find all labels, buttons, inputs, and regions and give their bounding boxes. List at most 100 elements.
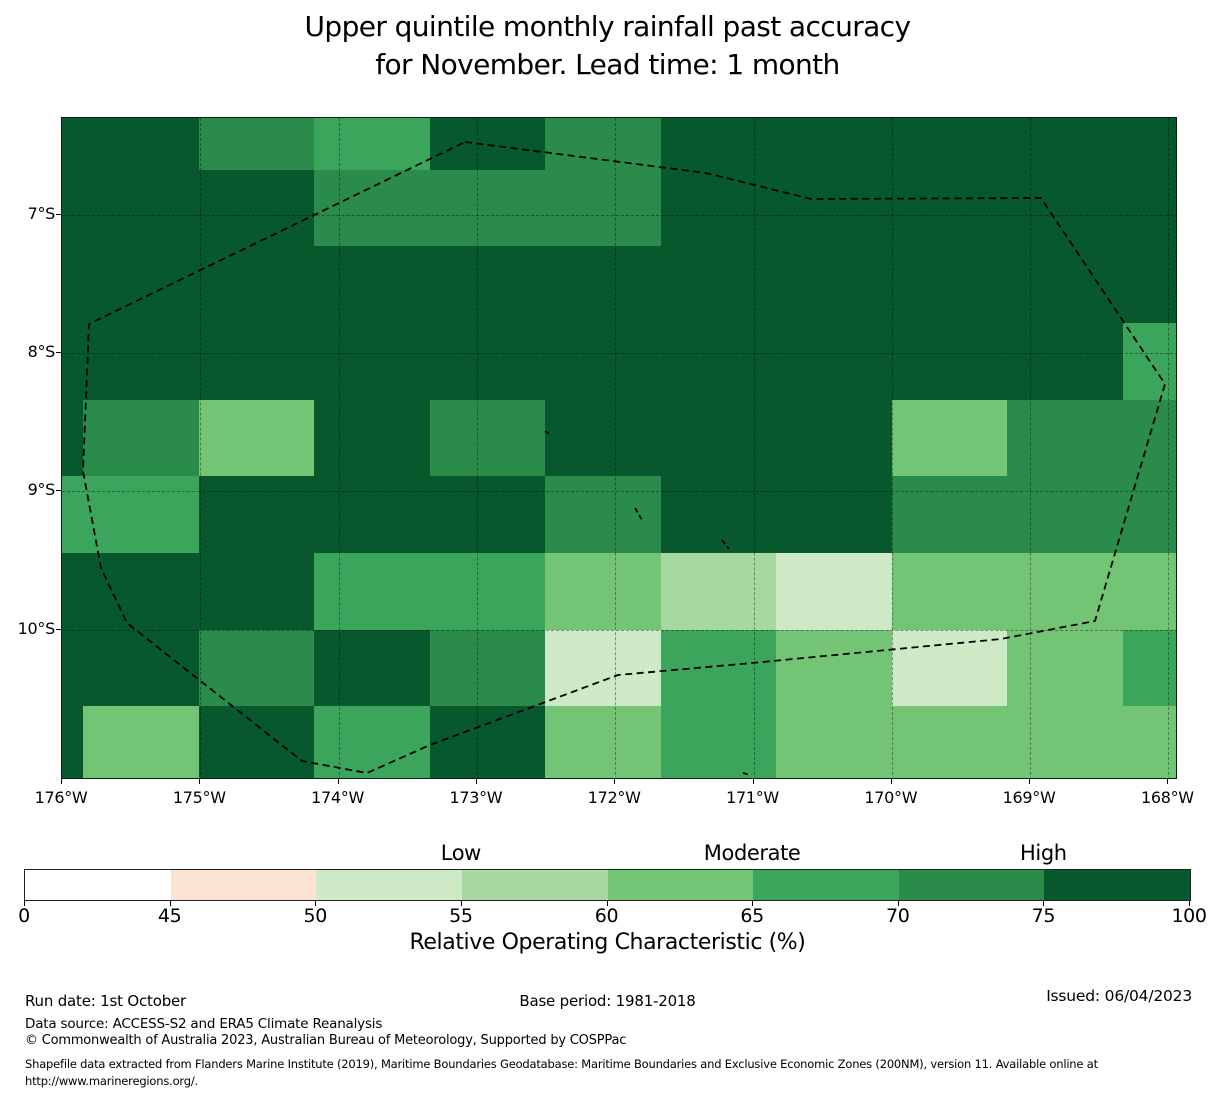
colorbar-axis-label: Relative Operating Characteristic (%)	[409, 930, 806, 955]
colorbar-segment	[607, 870, 754, 900]
heatmap-cell	[429, 118, 546, 170]
heatmap-cell	[83, 629, 199, 707]
y-tick-mark	[56, 352, 61, 353]
heatmap-cell	[891, 476, 1008, 553]
heatmap-cell	[660, 169, 777, 247]
colorbar-segment	[1044, 870, 1190, 900]
y-tick-label: 10°S	[17, 618, 56, 638]
heatmap-cell	[429, 476, 546, 553]
colorbar-category-label: High	[1020, 841, 1067, 865]
y-tick-label: 9°S	[27, 480, 56, 500]
heatmap-cell	[1007, 629, 1123, 707]
x-tick-label: 169°W	[1002, 788, 1056, 807]
heatmap-cell	[314, 169, 430, 247]
y-tick-mark	[56, 628, 61, 630]
colorbar-segment	[753, 870, 899, 900]
heatmap-cell	[62, 169, 84, 247]
x-tick-mark	[1167, 779, 1169, 784]
colorbar-segment	[898, 870, 1045, 900]
colorbar-tick-label: 100	[1171, 905, 1207, 927]
heatmap-cell	[62, 246, 84, 323]
latitude-gridline	[62, 214, 1176, 216]
colorbar-segment	[170, 870, 317, 900]
colorbar-segment	[461, 870, 608, 900]
heatmap-cell	[429, 246, 546, 323]
colorbar-segment	[25, 870, 171, 900]
heatmap-cell	[1122, 553, 1176, 630]
x-tick-mark	[199, 779, 201, 784]
heatmap-cell	[776, 553, 892, 630]
heatmap-cell	[776, 399, 892, 477]
heatmap-cell	[776, 169, 892, 247]
longitude-gridline	[753, 118, 755, 778]
colorbar-tick-label: 55	[449, 905, 473, 927]
footer-shapefile-attribution-line1: Shapefile data extracted from Flanders M…	[25, 1057, 1098, 1071]
heatmap-cell	[1007, 399, 1123, 477]
heatmap-cell	[1122, 629, 1176, 707]
heatmap-cell	[776, 476, 892, 553]
x-tick-label: 176°W	[34, 788, 88, 807]
footer-base-period: Base period: 1981-2018	[519, 992, 696, 1010]
heatmap-cell	[545, 118, 661, 170]
heatmap-cell	[1122, 399, 1176, 477]
heatmap-cell	[545, 476, 661, 553]
heatmap-cell	[545, 246, 661, 323]
heatmap-cell	[429, 169, 546, 247]
heatmap-cell	[314, 706, 430, 778]
longitude-gridline	[615, 118, 617, 778]
heatmap-cell	[314, 399, 430, 477]
heatmap-cell	[198, 323, 315, 400]
heatmap-cell	[429, 553, 546, 630]
heatmap-cell	[198, 246, 315, 323]
heatmap-cell	[314, 629, 430, 707]
heatmap-cell	[660, 553, 777, 630]
latitude-gridline	[62, 353, 1176, 354]
colorbar-tick-mark	[752, 901, 754, 906]
colorbar-tick-label: 65	[740, 905, 764, 927]
heatmap-cell	[1007, 246, 1123, 323]
heatmap-cell	[198, 169, 315, 247]
heatmap-cell	[314, 118, 430, 170]
footer-shapefile-attribution-line2: http://www.marineregions.org/.	[25, 1074, 198, 1088]
heatmap-cell	[1122, 169, 1176, 247]
footer-copyright: © Commonwealth of Australia 2023, Austra…	[25, 1033, 627, 1048]
y-tick-mark	[56, 213, 61, 215]
colorbar-tick-mark	[1043, 901, 1045, 906]
heatmap-cell	[429, 629, 546, 707]
heatmap-cell	[62, 706, 84, 778]
heatmap-cell	[198, 399, 315, 477]
heatmap-cell	[62, 553, 84, 630]
heatmap-map-area	[61, 117, 1177, 779]
heatmap-cell	[891, 323, 1008, 400]
x-tick-label: 168°W	[1140, 788, 1194, 807]
heatmap-cell	[83, 706, 199, 778]
heatmap-cell	[1007, 553, 1123, 630]
heatmap-cell	[545, 553, 661, 630]
x-tick-mark	[1029, 779, 1031, 784]
colorbar-tick-mark	[606, 901, 608, 906]
heatmap-cell	[545, 169, 661, 247]
x-tick-label: 173°W	[449, 788, 503, 807]
heatmap-cell	[198, 553, 315, 630]
x-tick-mark	[61, 779, 62, 784]
eez-boundary-layer	[82, 141, 1166, 776]
colorbar-category-label: Moderate	[703, 841, 801, 865]
heatmap-cell	[1007, 323, 1123, 400]
heatmap-cell	[1007, 476, 1123, 553]
island-eez-mark	[742, 772, 751, 776]
colorbar-tick-mark	[24, 901, 25, 906]
colorbar-tick-mark	[1189, 901, 1190, 906]
x-tick-mark	[337, 779, 339, 784]
colorbar-tick-label: 45	[157, 905, 182, 927]
heatmap-cell	[1007, 118, 1123, 170]
heatmap-cell	[776, 246, 892, 323]
heatmap-cell	[83, 323, 199, 400]
heatmap-cell	[1122, 118, 1176, 170]
colorbar-segment	[316, 870, 462, 900]
latitude-gridline	[62, 629, 1176, 631]
heatmap-cell	[891, 629, 1008, 707]
eez-boundary-polygon	[82, 141, 1166, 774]
footer-data-source: Data source: ACCESS-S2 and ERA5 Climate …	[25, 1016, 383, 1032]
longitude-gridline	[200, 118, 202, 778]
island-eez-mark	[634, 507, 643, 521]
